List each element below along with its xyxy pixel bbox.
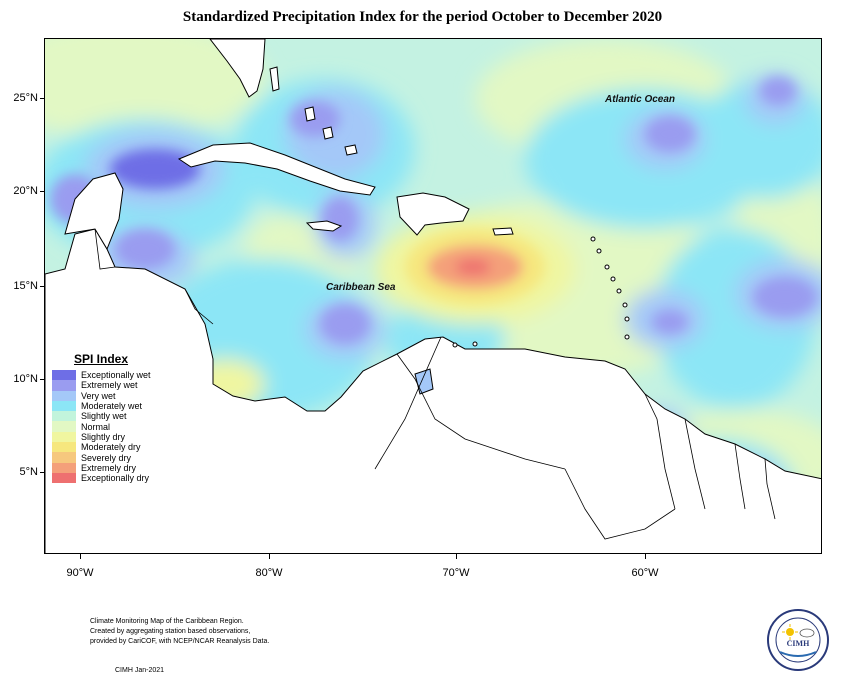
legend-swatch xyxy=(52,380,76,391)
legend-label: Moderately dry xyxy=(81,442,141,453)
lon-tick-label: 60°W xyxy=(631,567,659,579)
legend-swatch xyxy=(52,452,76,463)
legend-item: Slightly wet xyxy=(52,411,192,422)
lat-tick-mark xyxy=(40,472,44,473)
legend-swatch xyxy=(52,370,76,381)
legend-swatch xyxy=(52,431,76,443)
atlantic-ocean-label: Atlantic Ocean xyxy=(605,94,676,105)
lon-tick-mark xyxy=(645,554,646,559)
legend-item: Extremely dry xyxy=(52,462,192,473)
map-title: Standardized Precipitation Index for the… xyxy=(182,9,663,25)
lat-tick-mark xyxy=(40,191,44,192)
legend-label: Slightly dry xyxy=(81,431,126,442)
lat-tick-label: 5°N xyxy=(19,466,38,478)
yucatan xyxy=(64,172,124,251)
lat-tick-mark xyxy=(40,286,44,287)
legend-label: Slightly wet xyxy=(81,411,127,422)
map-credit: CIMH Jan-2021 xyxy=(115,667,165,674)
legend-item: Slightly dry xyxy=(52,431,192,443)
lat-tick-label: 15°N xyxy=(13,280,38,292)
footnote-line: Created by aggregating station based obs… xyxy=(90,628,251,635)
legend-swatch xyxy=(52,442,76,453)
legend-label: Normal xyxy=(81,421,111,432)
cimh-logo: CIMH xyxy=(766,608,830,672)
lon-tick-label: 70°W xyxy=(442,567,470,579)
lat-tick-label: 10°N xyxy=(13,373,38,385)
legend-rows: Exceptionally wet Extremely wet Very wet Mo… xyxy=(52,370,192,484)
spi-legend: SPI Index Exceptionally wet Extremely wet… xyxy=(52,352,192,484)
map-footnote: Climate Monitoring Map of the Caribbean … xyxy=(90,617,269,647)
hispaniola xyxy=(396,192,470,236)
legend-label: Exceptionally wet xyxy=(81,370,151,381)
logo-text: CIMH xyxy=(787,639,810,648)
legend-swatch xyxy=(52,390,76,401)
legend-label: Extremely dry xyxy=(81,462,137,473)
cuba xyxy=(177,142,376,196)
bahamas xyxy=(304,106,316,122)
legend-swatch xyxy=(52,411,76,422)
legend-item: Moderately dry xyxy=(52,442,192,453)
spi-map: Atlantic Ocean Caribbean Sea xyxy=(44,38,822,554)
south-central-america xyxy=(45,228,821,553)
spi-map-canvas xyxy=(45,39,821,553)
legend-label: Moderately wet xyxy=(81,401,143,412)
legend-label: Extremely wet xyxy=(81,380,138,391)
sun-icon xyxy=(782,624,798,640)
legend-title: SPI Index xyxy=(74,352,129,366)
legend-swatch xyxy=(52,421,76,432)
lon-tick-mark xyxy=(80,554,81,559)
country-borders xyxy=(94,228,776,540)
lon-tick-label: 80°W xyxy=(255,567,283,579)
lat-tick-label: 25°N xyxy=(13,92,38,104)
lon-tick-mark xyxy=(456,554,457,559)
legend-item: Extremely wet xyxy=(52,380,192,391)
lon-tick-mark xyxy=(269,554,270,559)
legend-label: Exceptionally dry xyxy=(81,473,150,484)
legend-item: Exceptionally dry xyxy=(52,472,192,484)
puerto-rico xyxy=(492,227,514,236)
footnote-line: provided by CariCOF, with NCEP/NCAR Rean… xyxy=(90,638,270,645)
land xyxy=(45,39,821,553)
legend-item: Severely dry xyxy=(52,452,192,463)
lat-tick-mark xyxy=(40,98,44,99)
footnote-line: Climate Monitoring Map of the Caribbean … xyxy=(90,618,244,625)
legend-swatch xyxy=(52,462,76,473)
legend-swatch xyxy=(52,472,76,484)
legend-swatch xyxy=(52,400,76,412)
lat-tick-mark xyxy=(40,379,44,380)
legend-item: Very wet xyxy=(52,390,192,401)
lat-tick-label: 20°N xyxy=(13,185,38,197)
legend-item: Normal xyxy=(52,421,192,432)
legend-item: Moderately wet xyxy=(52,400,192,412)
jamaica xyxy=(305,220,343,232)
legend-label: Severely dry xyxy=(81,452,132,463)
lon-tick-label: 90°W xyxy=(66,567,94,579)
caribbean-sea-label: Caribbean Sea xyxy=(326,282,396,293)
florida xyxy=(209,39,266,98)
legend-item: Exceptionally wet xyxy=(52,370,192,381)
cloud-icon xyxy=(799,628,815,638)
legend-label: Very wet xyxy=(81,390,116,401)
